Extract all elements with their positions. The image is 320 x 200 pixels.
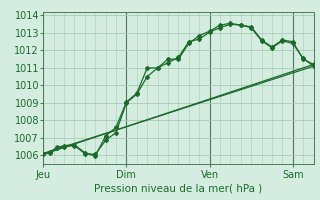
X-axis label: Pression niveau de la mer( hPa ): Pression niveau de la mer( hPa ) xyxy=(94,184,262,194)
